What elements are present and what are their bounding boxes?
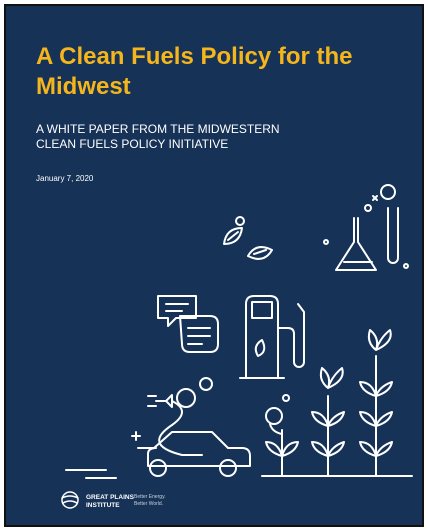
chat-icon <box>158 296 218 352</box>
car-icon <box>66 378 250 478</box>
fuel-pump-icon <box>240 296 304 378</box>
flask-icon <box>324 185 408 270</box>
cover: A Clean Fuels Policy for the Midwest A W… <box>4 4 424 527</box>
organization: GREAT PLAINS INSTITUTE <box>86 494 136 510</box>
leaves-icon <box>224 217 272 259</box>
tagline: Better Energy. Better World. <box>134 494 170 508</box>
plants-icon <box>262 330 412 476</box>
illustrations <box>6 6 422 525</box>
page: A Clean Fuels Policy for the Midwest A W… <box>0 0 428 531</box>
logo-mark <box>62 492 78 508</box>
